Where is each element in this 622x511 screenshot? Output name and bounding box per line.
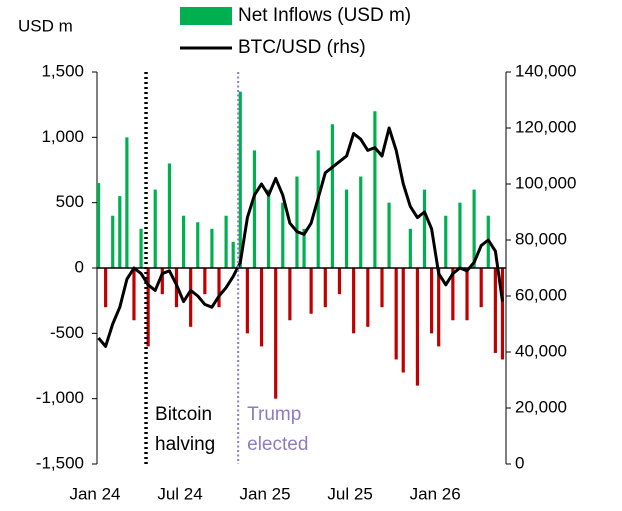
y2-tick-label: 100,000 xyxy=(515,173,576,192)
bar xyxy=(181,215,186,268)
bar xyxy=(422,189,427,268)
y2-tick-label: 120,000 xyxy=(515,117,576,136)
bar xyxy=(408,228,412,268)
bar xyxy=(316,150,320,268)
bar xyxy=(373,111,377,268)
bar xyxy=(401,268,405,373)
bar xyxy=(387,202,391,268)
bar xyxy=(274,268,278,399)
bar xyxy=(104,268,108,308)
bar xyxy=(359,176,363,268)
bar xyxy=(267,189,271,268)
bar xyxy=(210,228,214,268)
bar xyxy=(330,124,334,269)
bar xyxy=(493,268,497,353)
bar xyxy=(203,268,207,295)
legend-swatch xyxy=(180,7,232,25)
x-tick-label: Jul 24 xyxy=(157,484,202,503)
bar xyxy=(323,268,327,308)
y-tick-label: 1,000 xyxy=(41,127,84,146)
y2-tick-label: 80,000 xyxy=(515,229,567,248)
bar xyxy=(252,150,257,268)
bar xyxy=(430,268,434,334)
y-tick-label: -1,000 xyxy=(36,388,84,407)
bar xyxy=(139,228,143,268)
bar xyxy=(132,268,136,321)
bar xyxy=(231,241,235,268)
annotation-text: elected xyxy=(247,434,308,455)
bar xyxy=(337,268,342,295)
bar xyxy=(295,176,299,268)
y2-tick-label: 40,000 xyxy=(515,341,567,360)
y2-tick-label: 20,000 xyxy=(515,397,567,416)
annotation-text: Bitcoin xyxy=(155,404,212,425)
bar xyxy=(444,215,448,268)
x-tick-label: Jul 25 xyxy=(327,484,372,503)
bar xyxy=(366,268,370,327)
bar xyxy=(167,163,171,268)
bar xyxy=(302,228,306,268)
legend-label: Net Inflows (USD m) xyxy=(238,5,411,26)
bar xyxy=(288,268,292,321)
bar xyxy=(479,268,483,308)
bar xyxy=(196,222,200,268)
bar xyxy=(458,202,462,268)
bar xyxy=(437,268,441,347)
line xyxy=(97,126,504,348)
y-tick-label: -500 xyxy=(50,323,84,342)
y-tick-label: -1,500 xyxy=(36,453,84,472)
bar xyxy=(125,137,129,268)
bar xyxy=(111,215,115,268)
bar xyxy=(245,268,249,334)
bar xyxy=(96,183,101,268)
y-tick-label: 1,500 xyxy=(41,61,84,80)
y2-tick-label: 60,000 xyxy=(515,285,567,304)
y-tick-label: 500 xyxy=(56,192,84,211)
bar xyxy=(153,189,157,268)
y-tick-label: 0 xyxy=(75,257,84,276)
bar xyxy=(415,268,420,386)
y2-tick-label: 140,000 xyxy=(515,61,576,80)
bar xyxy=(118,196,122,268)
bar xyxy=(352,268,356,334)
legend-label: BTC/USD (rhs) xyxy=(238,37,366,58)
bar xyxy=(217,268,221,308)
bar xyxy=(224,215,228,268)
x-tick-label: Jan 25 xyxy=(240,484,291,503)
bar xyxy=(472,189,476,268)
bar xyxy=(189,268,193,327)
bar xyxy=(309,268,313,314)
y2-tick-label: 0 xyxy=(515,453,524,472)
bar xyxy=(344,189,349,268)
annotation-text: Trump xyxy=(247,404,301,425)
y-axis-label: USD m xyxy=(18,16,73,35)
bar xyxy=(160,268,164,295)
bar xyxy=(465,268,469,321)
bar xyxy=(500,268,505,360)
bar xyxy=(238,91,242,268)
x-tick-label: Jan 24 xyxy=(69,484,120,503)
bar xyxy=(281,202,285,268)
bar xyxy=(380,268,384,308)
annotation-text: halving xyxy=(155,434,215,455)
bar xyxy=(394,268,398,360)
bar xyxy=(451,268,455,321)
bar xyxy=(259,268,264,347)
bar xyxy=(146,268,150,347)
x-tick-label: Jan 26 xyxy=(410,484,461,503)
